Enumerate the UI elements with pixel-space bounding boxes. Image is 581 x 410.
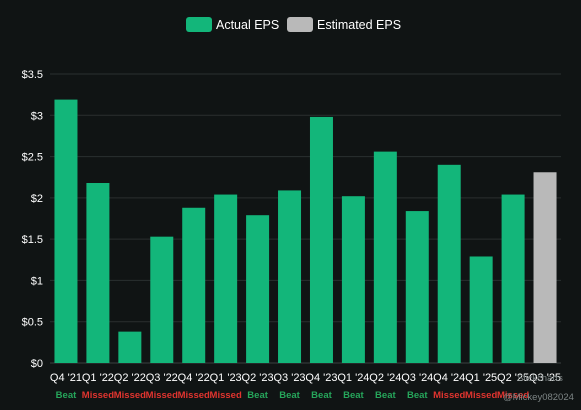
x-tick-label: Q3 '25: [529, 372, 561, 384]
x-tick-label: Q2 '22: [114, 372, 146, 384]
missed-label: Missed: [497, 390, 529, 401]
y-tick-label: $1.5: [22, 234, 43, 246]
bar-actual-eps: [246, 215, 270, 363]
missed-label: Missed: [433, 390, 465, 401]
x-axis: Q4 '21 Q1 '22 Q2 '22 Q3 '22 Q4 '22 Q1 '23 Q2 '…: [50, 372, 561, 384]
y-tick-label: $0: [31, 358, 43, 370]
y-tick-label: $0.5: [22, 317, 43, 329]
x-tick-label: Q3 '24: [401, 372, 433, 384]
x-tick-label: Q1 '23: [210, 372, 242, 384]
x-tick-label: Q3 '23: [273, 372, 305, 384]
watermark-handle: @Mickey082024: [503, 392, 574, 403]
missed-label: Missed: [178, 390, 210, 401]
y-tick-label: $3.5: [22, 69, 43, 81]
bar-actual-eps: [182, 207, 206, 363]
bar-estimated-eps: [533, 172, 557, 363]
beat-label: Beat: [247, 390, 268, 401]
bar-actual-eps: [118, 331, 142, 363]
x-tick-label: Q4 '23: [305, 372, 337, 384]
legend-label-estimated: Estimated EPS: [317, 18, 401, 32]
bar-actual-eps: [86, 182, 110, 363]
bar-actual-eps: [309, 116, 333, 364]
bar-actual-eps: [54, 99, 78, 364]
legend-label-actual: Actual EPS: [216, 18, 279, 32]
y-tick-label: $1: [31, 275, 43, 287]
y-axis: $0 $0.5 $1 $1.5 $2 $2.5 $3 $3.5: [22, 69, 43, 370]
bar-actual-eps: [437, 164, 461, 363]
x-tick-label: Q2 '24: [369, 372, 401, 384]
gridlines: [50, 73, 561, 364]
x-tick-label: Q1 '22: [82, 372, 114, 384]
bar-actual-eps: [501, 194, 525, 363]
beat-label: Beat: [279, 390, 300, 401]
bars: [54, 99, 557, 364]
beat-label: Beat: [375, 390, 396, 401]
x-tick-label: Q1 '25: [465, 372, 497, 384]
legend-swatch-estimated: [287, 17, 313, 32]
x-tick-label: Q1 '24: [337, 372, 369, 384]
y-tick-label: $2: [31, 193, 43, 205]
y-tick-label: $2.5: [22, 152, 43, 164]
y-tick-label: $3: [31, 110, 43, 122]
missed-label: Missed: [82, 390, 114, 401]
bar-actual-eps: [341, 196, 365, 363]
bar-actual-eps: [278, 190, 302, 363]
x-tick-label: Q4 '21: [50, 372, 82, 384]
beat-miss-labels: Beat Missed Missed Missed Missed Missed Beat Be…: [56, 390, 530, 401]
missed-label: Missed: [146, 390, 178, 401]
missed-label: Missed: [114, 390, 146, 401]
bar-actual-eps: [150, 236, 174, 363]
bar-actual-eps: [469, 256, 493, 363]
bar-actual-eps: [214, 194, 238, 363]
watermark: Slickcharts @Mickey082024: [503, 373, 574, 403]
missed-label: Missed: [465, 390, 497, 401]
watermark-brand: Slickcharts: [517, 373, 563, 384]
legend: Actual EPS Estimated EPS: [186, 17, 401, 32]
bar-actual-eps: [405, 211, 429, 363]
x-tick-label: Q4 '24: [433, 372, 465, 384]
beat-label: Beat: [311, 390, 332, 401]
x-tick-label: Q3 '22: [146, 372, 178, 384]
beat-label: Beat: [407, 390, 428, 401]
x-tick-label: Q4 '22: [178, 372, 210, 384]
legend-swatch-actual: [186, 17, 212, 32]
x-tick-label: Q2 '23: [242, 372, 274, 384]
missed-label: Missed: [210, 390, 242, 401]
beat-label: Beat: [343, 390, 364, 401]
bar-actual-eps: [373, 151, 397, 363]
x-tick-label: Q2 '25: [497, 372, 529, 384]
beat-label: Beat: [56, 390, 77, 401]
